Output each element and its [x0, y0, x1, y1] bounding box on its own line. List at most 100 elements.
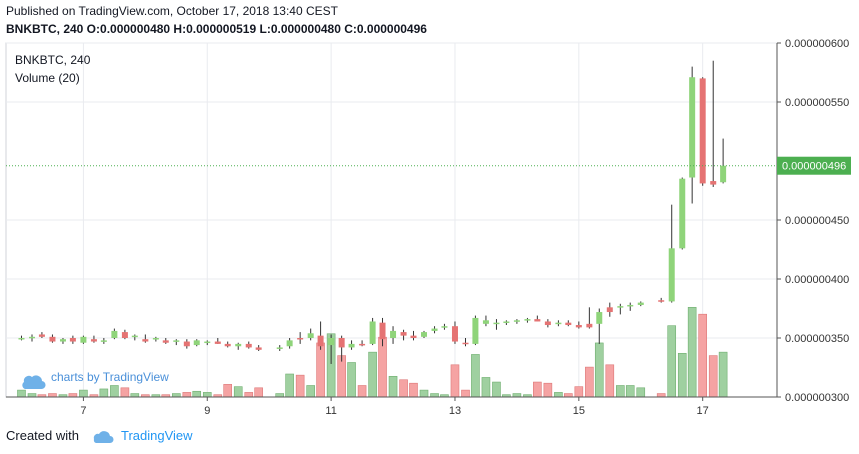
candle-body: [472, 317, 479, 344]
volume-bar: [667, 325, 677, 398]
volume-bar: [68, 393, 78, 398]
volume-bar: [492, 381, 501, 398]
candle-body: [245, 343, 252, 348]
volume-bar: [285, 373, 294, 398]
candle-body: [162, 340, 169, 343]
volume-bar: [306, 385, 315, 398]
volume-bar: [110, 385, 119, 398]
candle-body: [152, 338, 159, 340]
candle-body: [183, 341, 190, 347]
volume-bar: [244, 392, 254, 398]
candle-body: [193, 340, 200, 346]
y-tick-label: 0.000000350: [785, 333, 849, 345]
y-axis: 0.000000600 0.000000550 0.000000450 0.00000…: [776, 38, 849, 404]
volume-bar: [687, 306, 697, 398]
volume-bar: [172, 393, 181, 398]
volume-bar: [564, 393, 573, 398]
volume-bar: [347, 362, 356, 398]
y-tick-label: 0.000000400: [785, 274, 849, 286]
volume-bar: [656, 393, 666, 398]
volume-bar: [554, 392, 563, 398]
candle-body: [699, 78, 706, 184]
candle-body: [38, 334, 45, 337]
volume-bar: [141, 394, 150, 398]
volume-bar: [594, 342, 604, 398]
candle-body: [679, 178, 686, 249]
volume-bar: [585, 366, 594, 398]
grid-lines: [5, 42, 778, 398]
x-tick-label: 15: [573, 405, 585, 417]
candle-body: [658, 300, 665, 302]
volume-bar: [48, 393, 57, 398]
candle-body: [421, 332, 428, 337]
candle-body: [720, 165, 727, 183]
volume-bar: [616, 385, 625, 398]
volume-bar: [326, 333, 336, 398]
candle-body: [276, 347, 283, 349]
candle-body: [513, 320, 520, 322]
volume-bar: [625, 385, 635, 398]
publish-info: Published on TradingView.com, October 17…: [6, 4, 338, 18]
volume-bar: [120, 387, 130, 398]
x-tick-label: 9: [204, 405, 210, 417]
last-price-label: 0.000000496: [777, 156, 851, 175]
candle-body: [431, 328, 438, 331]
volume-bar: [316, 342, 325, 398]
volume-bar: [399, 379, 408, 398]
candle-body: [121, 332, 128, 338]
volume-bar: [574, 386, 584, 398]
ohlc-line: BNKBTC, 240 O:0.000000480 H:0.000000519 …: [6, 22, 427, 36]
volume-bar: [99, 388, 109, 398]
volume-bar: [636, 387, 646, 398]
candle-body: [328, 338, 335, 346]
candle-body: [100, 340, 107, 342]
candle-body: [410, 335, 417, 338]
tradingview-cloud-icon: [22, 375, 46, 390]
tradingview-logo-icon: [93, 430, 114, 443]
candle-body: [555, 322, 562, 325]
candle-body: [544, 321, 551, 326]
last-price-box: [777, 156, 851, 175]
volume-bar: [223, 384, 233, 398]
candle-body: [173, 340, 180, 342]
candle-body: [565, 322, 572, 326]
candle-body: [235, 343, 242, 347]
volume-bar: [161, 394, 171, 398]
volume-bar: [502, 394, 511, 398]
volume-bar: [254, 387, 263, 398]
candle-body: [286, 340, 293, 347]
volume-bar: [409, 382, 418, 398]
volume-bar: [233, 386, 243, 398]
candle-body: [369, 321, 376, 344]
tradingview-link[interactable]: TradingView: [120, 428, 193, 443]
last-price-text: 0.000000496: [782, 161, 846, 173]
watermark-text: charts by TradingView: [51, 370, 169, 384]
candle-body: [689, 77, 696, 178]
volume-bar: [512, 393, 522, 398]
volume-bar: [192, 390, 202, 398]
volume-bar: [79, 389, 88, 398]
volume-legend: Volume (20): [15, 71, 80, 85]
volume-bar: [275, 393, 285, 398]
volume-bar: [440, 394, 449, 398]
candle-body: [575, 325, 582, 328]
candle-body: [524, 319, 531, 321]
volume-bar: [708, 355, 718, 398]
candle-body: [111, 330, 118, 338]
volume-bar: [718, 351, 728, 398]
volume-bar: [698, 313, 707, 398]
candle-body: [142, 339, 149, 342]
candle-body: [49, 336, 56, 342]
volume-bar: [130, 393, 140, 398]
candle-body: [214, 341, 221, 344]
volume-bar: [27, 393, 37, 398]
volume-bars: [17, 306, 728, 398]
volume-bar: [543, 382, 553, 398]
candle-body: [451, 326, 458, 342]
candle-body: [359, 343, 366, 346]
candle-body: [482, 320, 489, 324]
y-tick-label: 0.000000450: [785, 215, 849, 227]
candle-body: [348, 343, 355, 348]
candle-body: [224, 343, 231, 347]
